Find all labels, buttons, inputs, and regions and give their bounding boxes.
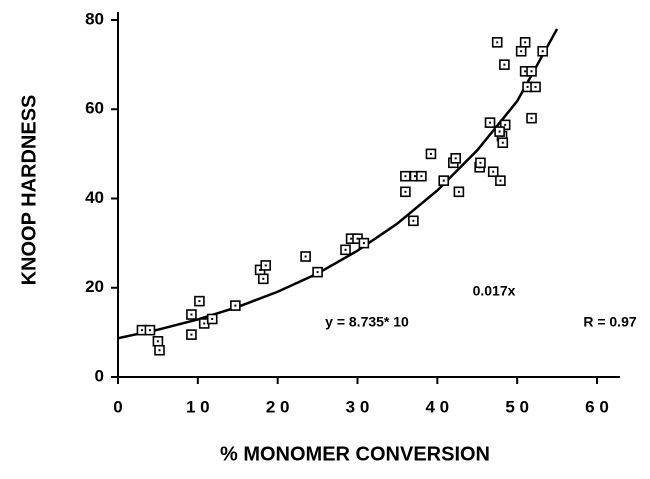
marker-dot <box>316 271 319 274</box>
marker-dot <box>489 121 492 124</box>
y-tick-label: 20 <box>85 277 104 296</box>
y-tick-label: 80 <box>85 9 104 28</box>
marker-dot <box>404 175 407 178</box>
marker-dot <box>504 123 507 126</box>
y-tick-label: 0 <box>95 366 104 385</box>
marker-dot <box>442 179 445 182</box>
x-axis-title: % MONOMER CONVERSION <box>220 443 490 465</box>
marker-dot <box>520 50 523 53</box>
marker-dot <box>534 85 537 88</box>
marker-dot <box>404 190 407 193</box>
x-tick-label: 2 0 <box>266 397 290 416</box>
marker-dot <box>350 237 353 240</box>
equation-exponent: 0.017x <box>473 283 516 299</box>
marker-dot <box>530 117 533 120</box>
x-tick-label: 5 0 <box>505 397 529 416</box>
marker-dot <box>429 152 432 155</box>
marker-dot <box>356 237 359 240</box>
y-axis-title: KNOOP HARDNESS <box>18 95 40 286</box>
marker-dot <box>158 349 161 352</box>
marker-dot <box>413 175 416 178</box>
x-tick-label: 0 <box>113 397 122 416</box>
marker-dot <box>499 179 502 182</box>
marker-dot <box>498 130 501 133</box>
marker-dot <box>203 322 206 325</box>
marker-dot <box>541 50 544 53</box>
marker-dot <box>503 63 506 66</box>
marker-dot <box>211 317 214 320</box>
marker-dot <box>496 41 499 44</box>
marker-dot <box>530 70 533 73</box>
x-tick-label: 6 0 <box>585 397 609 416</box>
x-tick-label: 1 0 <box>186 397 210 416</box>
marker-dot <box>262 277 265 280</box>
fit-curve <box>117 28 559 340</box>
equation: y = 8.735* 10 <box>325 314 409 330</box>
y-tick-label: 60 <box>85 99 104 118</box>
marker-dot <box>526 85 529 88</box>
marker-dot <box>264 264 267 267</box>
marker-dot <box>156 340 159 343</box>
marker-dot <box>190 313 193 316</box>
marker-dot <box>198 300 201 303</box>
x-tick-label: 4 0 <box>426 397 450 416</box>
marker-dot <box>190 333 193 336</box>
marker-dot <box>304 255 307 258</box>
marker-dot <box>140 329 143 332</box>
marker-dot <box>420 175 423 178</box>
marker-dot <box>344 248 347 251</box>
marker-dot <box>259 268 262 271</box>
marker-dot <box>524 41 527 44</box>
marker-dot <box>234 304 237 307</box>
marker-dot <box>501 141 504 144</box>
marker-dot <box>457 190 460 193</box>
x-tick-label: 3 0 <box>346 397 370 416</box>
marker-dot <box>524 70 527 73</box>
marker-dot <box>492 170 495 173</box>
marker-dot <box>412 219 415 222</box>
marker-dot <box>454 157 457 160</box>
y-tick-label: 40 <box>85 188 104 207</box>
marker-dot <box>479 161 482 164</box>
marker-dot <box>362 242 365 245</box>
marker-dot <box>148 329 151 332</box>
r-value: R = 0.97 <box>583 314 637 330</box>
